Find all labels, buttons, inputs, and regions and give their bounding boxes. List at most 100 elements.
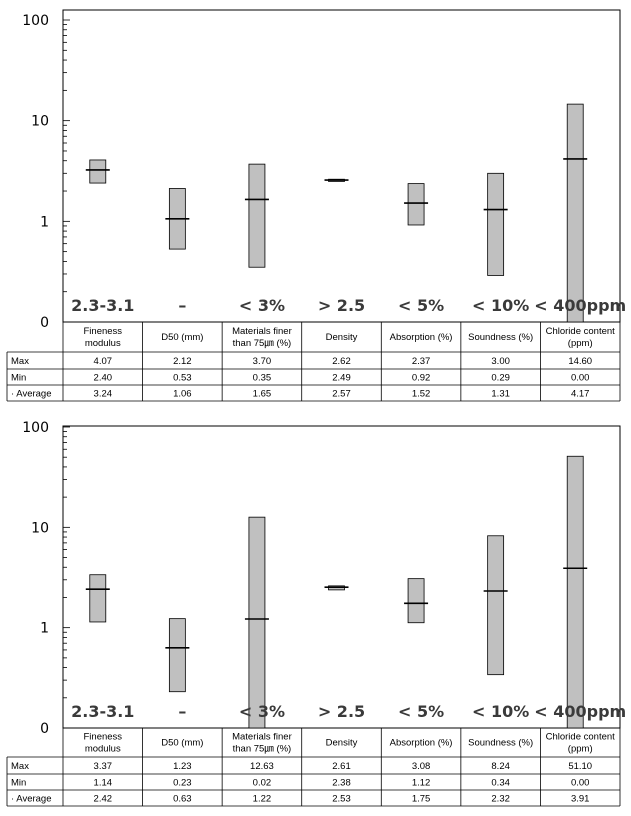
column-header: modulus <box>85 744 121 755</box>
table-cell: 0.92 <box>412 373 431 384</box>
table-cell: 8.24 <box>491 761 510 772</box>
table-cell: 0.34 <box>491 778 510 789</box>
spec-label: < 400ppm <box>534 702 626 721</box>
column-header: than 75㎛ (%) <box>233 338 292 349</box>
column-header: D50 (mm) <box>161 332 203 343</box>
table-cell: 1.52 <box>412 389 431 400</box>
table-cell: 0.35 <box>253 373 272 384</box>
table-cell: 51.10 <box>568 761 592 772</box>
column-header: Density <box>326 332 358 343</box>
y-tick-label: 0 <box>40 721 49 737</box>
table-cell: 0.23 <box>173 778 192 789</box>
table-cell: 1.65 <box>253 389 272 400</box>
table-cell: 3.00 <box>491 356 510 367</box>
column-header: Absorption (%) <box>390 332 453 343</box>
table-cell: 3.24 <box>94 389 113 400</box>
column-header: Fineness <box>84 326 123 337</box>
plot-frame <box>62 425 621 729</box>
table-cell: 0.29 <box>491 373 510 384</box>
row-label: · Average <box>11 389 52 400</box>
column-header: Materials finer <box>232 732 292 743</box>
table-cell: 1.06 <box>173 389 192 400</box>
y-tick-label: 10 <box>31 520 49 536</box>
table-cell: 0.00 <box>571 373 590 384</box>
y-tick-label: 0 <box>40 315 49 331</box>
table-cell: 3.37 <box>94 761 113 772</box>
spec-label: < 5% <box>398 702 444 721</box>
table-cell: 4.07 <box>94 356 113 367</box>
table-cell: 2.53 <box>332 794 351 805</box>
y-tick-label: 1 <box>40 621 49 637</box>
table-cell: 1.22 <box>253 794 272 805</box>
spec-label: < 10% <box>472 702 529 721</box>
spec-label: – <box>178 702 186 721</box>
row-label: Min <box>11 778 26 789</box>
table-cell: 2.12 <box>173 356 192 367</box>
table-cell: 3.08 <box>412 761 431 772</box>
y-tick-label: 10 <box>31 114 49 130</box>
range-box <box>566 103 584 323</box>
spec-label: < 400ppm <box>534 296 626 315</box>
spec-label: 2.3-3.1 <box>71 296 134 315</box>
y-tick-label: 1 <box>40 214 49 230</box>
table-cell: 2.38 <box>332 778 351 789</box>
table-cell: 14.60 <box>568 356 592 367</box>
table-cell: 2.62 <box>332 356 351 367</box>
table-cell: 2.49 <box>332 373 351 384</box>
row-label: Min <box>11 373 26 384</box>
table-cell: 2.37 <box>412 356 431 367</box>
column-header: modulus <box>85 338 121 349</box>
spec-label: < 3% <box>239 702 285 721</box>
spec-label: < 3% <box>239 296 285 315</box>
range-box <box>407 183 425 226</box>
row-label: Max <box>11 356 29 367</box>
column-header: Chloride content <box>546 326 616 337</box>
table-cell: 12.63 <box>250 761 274 772</box>
table-cell: 2.40 <box>94 373 113 384</box>
table-cell: 2.42 <box>94 794 113 805</box>
spec-label: > 2.5 <box>318 702 365 721</box>
table-cell: 0.00 <box>571 778 590 789</box>
range-box <box>566 455 584 729</box>
column-header: D50 (mm) <box>161 738 203 749</box>
range-box <box>487 535 505 676</box>
table-cell: 0.02 <box>253 778 272 789</box>
column-header: Absorption (%) <box>390 738 453 749</box>
column-header: Chloride content <box>546 732 616 743</box>
column-header: Soundness (%) <box>468 332 533 343</box>
table-cell: 1.12 <box>412 778 431 789</box>
range-box <box>89 159 107 184</box>
table-cell: 1.23 <box>173 761 192 772</box>
table-cell: 0.53 <box>173 373 192 384</box>
table-cell: 4.17 <box>571 389 590 400</box>
spec-label: > 2.5 <box>318 296 365 315</box>
plot-frame <box>62 9 621 323</box>
range-box <box>89 574 107 623</box>
column-header: (ppm) <box>568 744 593 755</box>
column-header: Materials finer <box>232 326 292 337</box>
column-header: Density <box>326 738 358 749</box>
range-box <box>407 578 425 624</box>
y-tick-label: 100 <box>22 420 49 436</box>
table-cell: 1.75 <box>412 794 431 805</box>
spec-label: 2.3-3.1 <box>71 702 134 721</box>
column-header: than 75㎛ (%) <box>233 744 292 755</box>
table-cell: 0.63 <box>173 794 192 805</box>
y-tick-label: 100 <box>22 13 49 29</box>
table-cell: 1.31 <box>491 389 510 400</box>
table-cell: 3.91 <box>571 794 590 805</box>
spec-label: < 10% <box>472 296 529 315</box>
range-box <box>487 172 505 276</box>
table-cell: 2.32 <box>491 794 510 805</box>
table-cell: 1.14 <box>94 778 113 789</box>
table-cell: 2.57 <box>332 389 351 400</box>
spec-label: – <box>178 296 186 315</box>
column-header: Soundness (%) <box>468 738 533 749</box>
range-box <box>248 516 266 729</box>
range-box <box>168 618 186 693</box>
